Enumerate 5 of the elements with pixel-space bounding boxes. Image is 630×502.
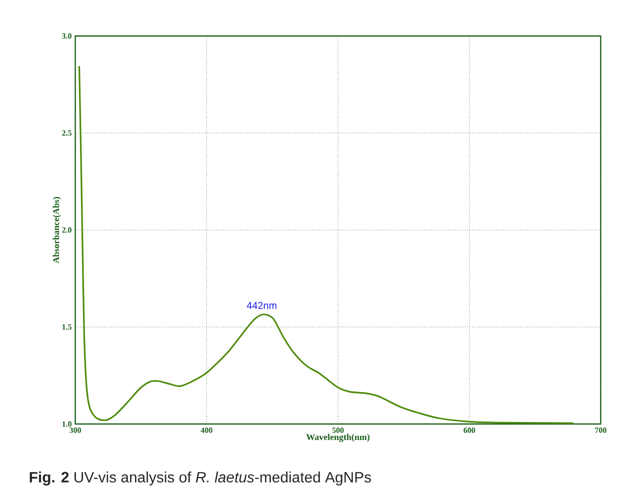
text: Fig. 2 UV-vis analysis of R. laetus-mediated AgNPs [30, 472, 371, 486]
x-axis-title: Wavelength(nm) [306, 434, 370, 442]
y-axis-title: Absorbance(Abs) [52, 197, 61, 264]
line-series [78, 65, 574, 424]
annotation: 442nm [246, 302, 276, 309]
